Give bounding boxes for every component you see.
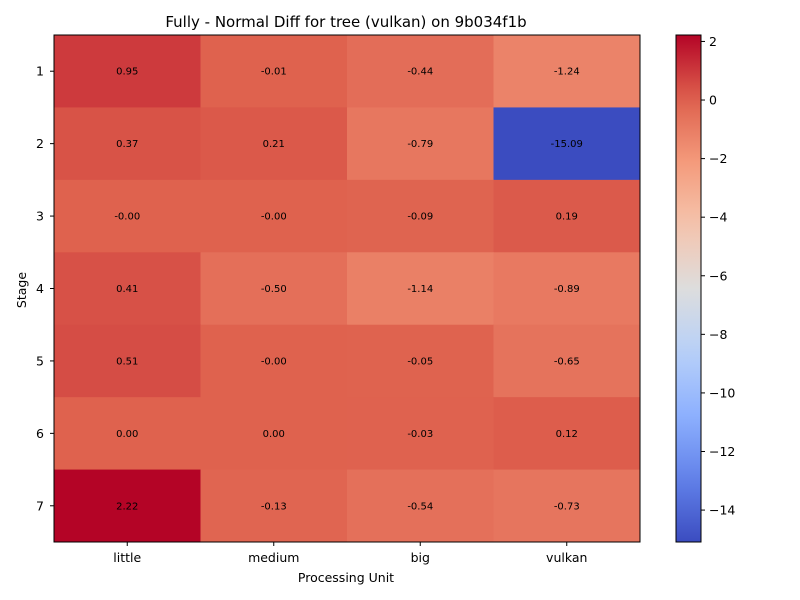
colorbar-tick-label: −4 [709,210,727,225]
cell-value-label: 0.41 [116,284,138,295]
heatmap-cell [493,107,641,181]
cell-value-label: 0.12 [556,429,578,440]
cell-value-label: 0.37 [116,139,138,150]
cell-value-label: -0.03 [407,429,433,440]
cell-value-label: 0.19 [556,212,578,223]
y-tick-label: 7 [36,498,44,513]
heatmap-cell [493,35,641,108]
cell-value-label: -0.50 [261,284,287,295]
heatmap-cell-labels: 0.95 -0.01 -0.44 -1.24 0.37 0.21 -0.79 -15.09 -0… [114,67,583,513]
cell-value-label: -1.14 [407,284,433,295]
cell-value-label: -0.09 [407,212,433,223]
heatmap-cell [347,469,494,543]
cell-value-label: -0.89 [554,284,580,295]
heatmap-cell [493,324,641,398]
heatmap-cell [54,469,201,543]
colorbar-tick-label: −6 [709,268,727,283]
heatmap-cell [493,179,641,253]
x-axis-ticks: little medium big vulkan [113,542,587,565]
cell-value-label: 0.95 [116,67,138,78]
heatmap-cell [493,252,641,326]
cell-value-label: 0.21 [263,139,285,150]
heatmap-cell [54,397,201,471]
x-tick-label: little [113,550,141,565]
x-tick-label: big [411,550,430,565]
y-tick-label: 6 [36,426,44,441]
heatmap-cell [200,107,348,181]
chart-title: Fully - Normal Diff for tree (vulkan) on… [165,13,526,31]
heatmap-cell [54,324,201,398]
cell-value-label: -0.79 [407,139,433,150]
heatmap-cell [200,469,348,543]
cell-value-label: -0.54 [407,501,433,512]
heatmap-cell [347,324,494,398]
heatmap-cell [54,107,201,181]
x-tick-label: vulkan [546,550,587,565]
heatmap-cell [200,179,348,253]
cell-value-label: -0.00 [261,212,287,223]
cell-value-label: -0.65 [554,356,580,367]
y-tick-label: 1 [36,64,44,79]
x-tick-label: medium [248,550,299,565]
colorbar-frame [675,34,702,543]
cell-value-label: 0.51 [116,356,138,367]
cell-value-label: -0.01 [261,67,287,78]
heatmap-cell [54,179,201,253]
colorbar-tick-label: −14 [709,503,735,518]
heatmap-cell [200,35,348,108]
colorbar-tick-label: −10 [709,385,735,400]
y-tick-label: 3 [36,209,44,224]
colorbar-tick-label: 2 [709,34,717,49]
colorbar [676,35,701,542]
heatmap-cell [54,35,201,108]
heatmap-cell [347,397,494,471]
cell-value-label: -0.00 [114,212,140,223]
y-tick-label: 5 [36,353,44,368]
heatmap-cell [347,252,494,326]
cell-value-label: -0.13 [261,501,287,512]
heatmap-cell [200,252,348,326]
heatmap-cell [347,179,494,253]
cell-value-label: 0.00 [263,429,285,440]
y-axis-ticks: 1 2 3 4 5 6 7 [36,64,54,513]
cell-value-label: -1.24 [554,67,580,78]
cell-value-label: -0.44 [407,67,433,78]
cell-value-label: 2.22 [116,501,138,512]
x-axis-label: Processing Unit [298,570,394,585]
colorbar-tick-label: 0 [709,93,717,108]
heatmap-cell [347,107,494,181]
colorbar-tick-label: −8 [709,327,727,342]
cell-value-label: -15.09 [551,139,583,150]
heatmap-cell [54,252,201,326]
heatmap-cell [493,469,641,543]
heatmap-cell [200,324,348,398]
heatmap-cells [54,35,641,543]
colorbar-tick-label: −2 [709,151,727,166]
cell-value-label: -0.73 [554,501,580,512]
cell-value-label: 0.00 [116,429,138,440]
cell-value-label: -0.00 [261,356,287,367]
cell-value-label: -0.05 [407,356,433,367]
colorbar-ticks: 2 0 −2 −4 −6 −8 −10 −12 −14 [701,34,735,518]
colorbar-tick-label: −12 [709,444,735,459]
heatmap-cell [493,397,641,471]
heatmap-cell [347,35,494,108]
y-tick-label: 4 [36,281,44,296]
heatmap-cell [200,397,348,471]
y-tick-label: 2 [36,136,44,151]
y-axis-label: Stage [14,272,29,308]
